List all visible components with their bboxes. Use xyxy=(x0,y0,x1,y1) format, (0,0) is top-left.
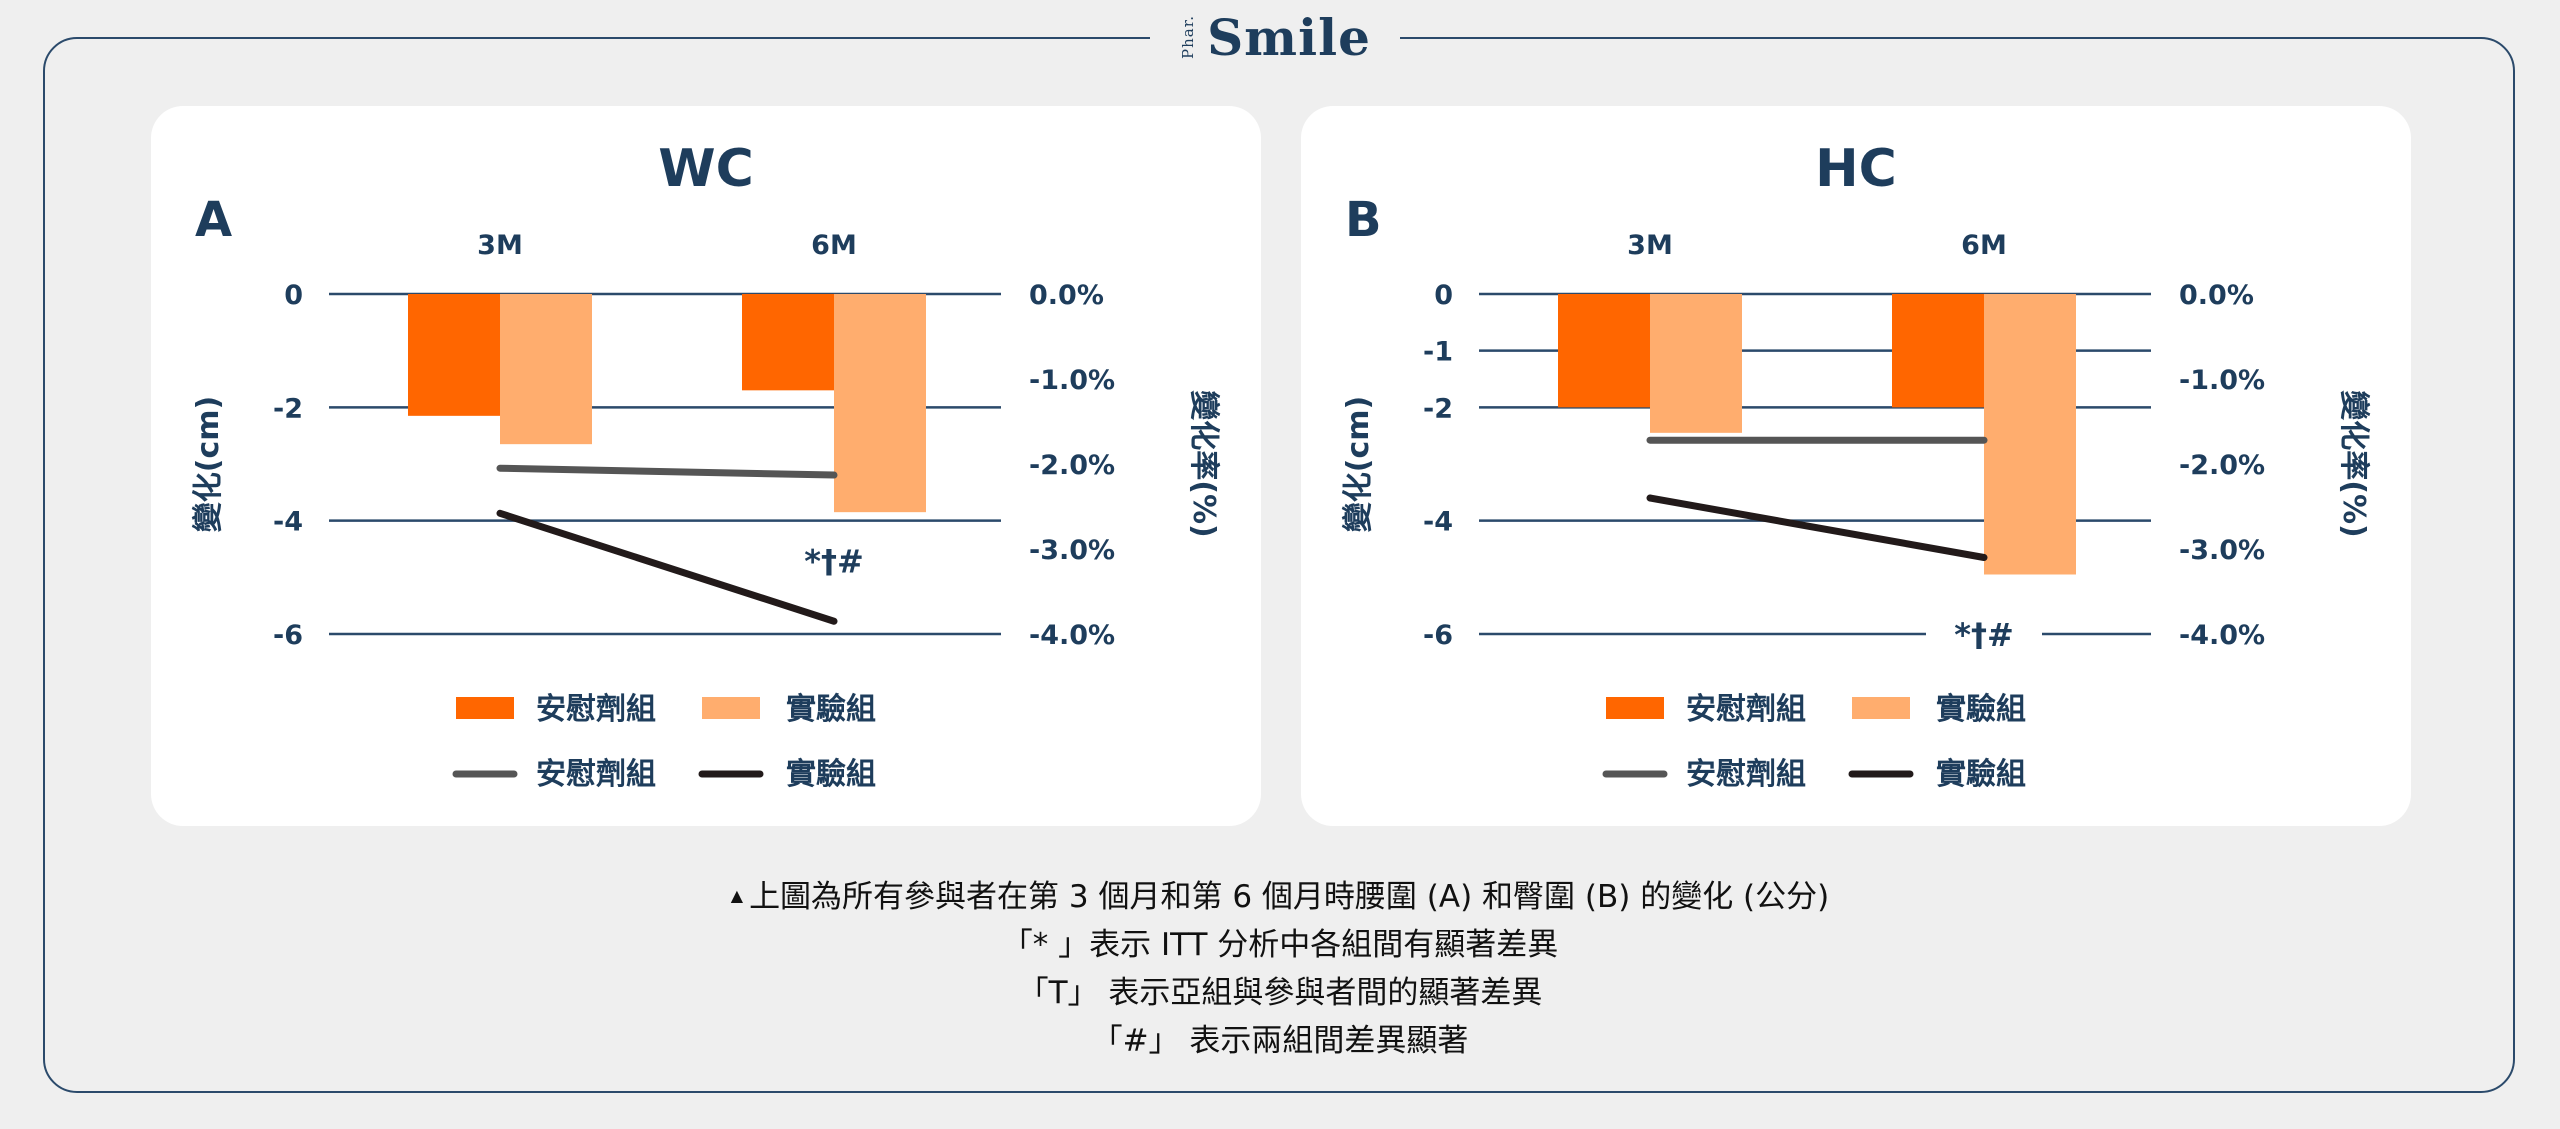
bar-experiment xyxy=(500,294,592,445)
y2-tick-label: -1.0% xyxy=(1029,365,1115,396)
y2-tick-label: -3.0% xyxy=(2179,535,2265,566)
caption-line-1-text: 上圖為所有參與者在第 3 個月和第 6 個月時腰圍 (A) 和臀圍 (B) 的變… xyxy=(749,879,1830,915)
y2-tick-label: -4.0% xyxy=(1029,620,1115,651)
logo-wordmark: Smile xyxy=(1207,7,1371,67)
y-tick-label: -6 xyxy=(273,620,303,651)
y2-tick-label: -3.0% xyxy=(1029,535,1115,566)
chart-a-svg: WC A 3M 6M 0 -2 -4 -6 0.0% -1.0% -2.0% -3.0% -4.0% 變化… xyxy=(191,139,1221,792)
chart-title: HC xyxy=(1815,139,1897,199)
legend-label-experiment-line: 實驗組 xyxy=(786,757,876,792)
figure-caption: ▲ 上圖為所有參與者在第 3 個月和第 6 個月時腰圍 (A) 和臀圍 (B) 的… xyxy=(0,872,2560,1065)
y2-axis-label: 變化率(%) xyxy=(2336,390,2371,537)
significance-annotation: *†# xyxy=(804,542,864,580)
chart-title: WC xyxy=(658,139,754,199)
y-tick-label: -1 xyxy=(1423,337,1453,368)
caption-line-2: 「* 」表示 ITT 分析中各組間有顯著差異 xyxy=(1001,927,1559,963)
bar-experiment xyxy=(834,294,926,513)
y-axis-label: 變化(cm) xyxy=(191,396,226,532)
significance-annotation: *†# xyxy=(1954,616,2014,654)
line-experiment xyxy=(1646,494,1988,561)
legend-label-placebo-line: 安慰劑組 xyxy=(536,757,656,792)
y-axis-label: 變化(cm) xyxy=(1341,396,1376,532)
logo-prefix: Phar. xyxy=(1179,15,1198,59)
category-label: 3M xyxy=(1627,230,1673,261)
line-experiment xyxy=(496,509,838,625)
y2-tick-label: 0.0% xyxy=(1029,280,1104,311)
caption-line-1: ▲ 上圖為所有參與者在第 3 個月和第 6 個月時腰圍 (A) 和臀圍 (B) 的… xyxy=(0,872,2560,921)
y2-axis-label: 變化率(%) xyxy=(1186,390,1221,537)
legend-label-experiment-bar: 實驗組 xyxy=(1936,692,2026,727)
y-tick-label: -6 xyxy=(1423,620,1453,651)
y-tick-label: 0 xyxy=(284,280,303,311)
y-tick-label: -4 xyxy=(1423,507,1453,538)
caption-line-3: 「T」 表示亞組與參與者間的顯著差異 xyxy=(1017,975,1543,1011)
panel-label: A xyxy=(195,192,232,248)
caption-line-4: 「#」 表示兩組間差異顯著 xyxy=(1091,1023,1469,1059)
legend-label-placebo-line: 安慰劑組 xyxy=(1686,757,1806,792)
legend-swatch-experiment-bar xyxy=(1852,697,1910,719)
legend-label-placebo-bar: 安慰劑組 xyxy=(1686,692,1806,727)
category-label: 3M xyxy=(477,230,523,261)
brand-logo: Phar. Smile xyxy=(1150,0,1400,74)
bar-experiment xyxy=(1650,294,1742,433)
bar-experiment xyxy=(1984,294,2076,575)
chart-panel-b: HC B 3M 6M 0 -1 -2 -4 -6 0.0% -1.0% -2.0% -3.0% -4.0%… xyxy=(1301,106,2411,826)
chart-panel-a: WC A 3M 6M 0 -2 -4 -6 0.0% -1.0% -2.0% -3.0% -4.0% 變化… xyxy=(151,106,1261,826)
bar-placebo xyxy=(742,294,834,391)
y2-tick-label: -2.0% xyxy=(1029,450,1115,481)
panel-label: B xyxy=(1345,192,1382,248)
bar-placebo xyxy=(1892,294,1984,408)
annotation-bg xyxy=(1926,614,2042,654)
category-label: 6M xyxy=(811,230,857,261)
y-tick-label: -2 xyxy=(273,393,303,424)
y2-tick-label: -4.0% xyxy=(2179,620,2265,651)
legend-swatch-placebo-bar xyxy=(456,697,514,719)
y-tick-label: -2 xyxy=(1423,393,1453,424)
y2-tick-label: -1.0% xyxy=(2179,365,2265,396)
y2-tick-label: -2.0% xyxy=(2179,450,2265,481)
y2-tick-label: 0.0% xyxy=(2179,280,2254,311)
chart-b-svg: HC B 3M 6M 0 -1 -2 -4 -6 0.0% -1.0% -2.0% -3.0% -4.0%… xyxy=(1341,139,2371,792)
legend-label-experiment-bar: 實驗組 xyxy=(786,692,876,727)
bar-placebo xyxy=(1558,294,1650,408)
category-label: 6M xyxy=(1961,230,2007,261)
legend-label-placebo-bar: 安慰劑組 xyxy=(536,692,656,727)
legend-swatch-experiment-bar xyxy=(702,697,760,719)
legend-label-experiment-line: 實驗組 xyxy=(1936,757,2026,792)
bar-placebo xyxy=(408,294,500,416)
y-tick-label: 0 xyxy=(1434,280,1453,311)
y-tick-label: -4 xyxy=(273,507,303,538)
legend-swatch-placebo-bar xyxy=(1606,697,1664,719)
triangle-icon: ▲ xyxy=(730,886,744,905)
line-placebo xyxy=(496,464,838,479)
